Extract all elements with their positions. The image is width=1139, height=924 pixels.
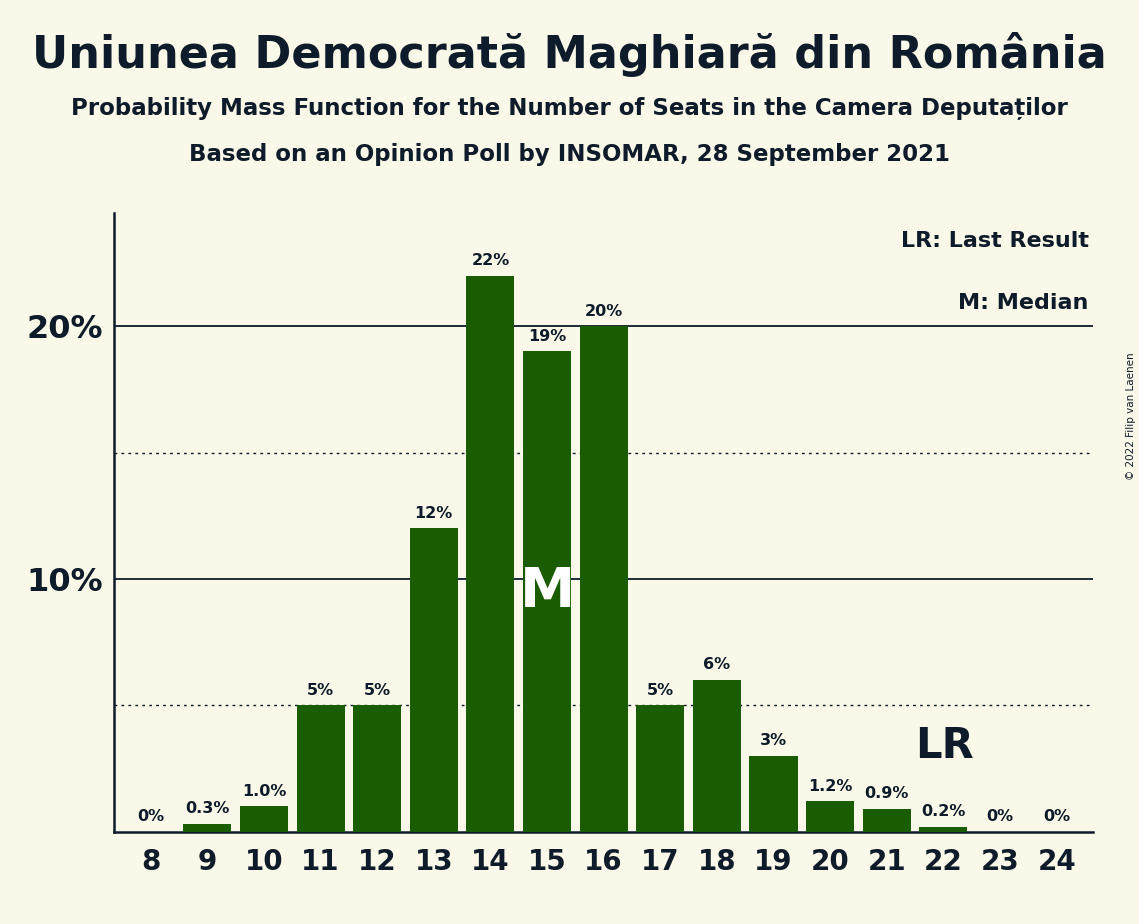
- Bar: [637, 705, 685, 832]
- Text: Uniunea Democrată Maghiară din România: Uniunea Democrată Maghiară din România: [32, 32, 1107, 78]
- Text: 0.3%: 0.3%: [186, 801, 230, 817]
- Text: 0%: 0%: [137, 809, 164, 824]
- Text: 5%: 5%: [647, 683, 674, 698]
- Text: 12%: 12%: [415, 505, 453, 521]
- Text: 22%: 22%: [472, 253, 509, 268]
- Text: 1.2%: 1.2%: [808, 779, 852, 794]
- Bar: [862, 808, 911, 832]
- Bar: [523, 351, 571, 832]
- Bar: [919, 827, 967, 832]
- Text: 0.9%: 0.9%: [865, 786, 909, 801]
- Text: 5%: 5%: [363, 683, 391, 698]
- Bar: [749, 756, 797, 832]
- Bar: [296, 705, 345, 832]
- Text: 5%: 5%: [308, 683, 334, 698]
- Text: 6%: 6%: [704, 657, 730, 673]
- Text: M: Median: M: Median: [958, 293, 1089, 313]
- Bar: [806, 801, 854, 832]
- Bar: [183, 824, 231, 832]
- Text: 3%: 3%: [760, 734, 787, 748]
- Text: 0%: 0%: [986, 809, 1014, 824]
- Bar: [580, 326, 628, 832]
- Text: © 2022 Filip van Laenen: © 2022 Filip van Laenen: [1126, 352, 1136, 480]
- Text: Probability Mass Function for the Number of Seats in the Camera Deputaților: Probability Mass Function for the Number…: [71, 97, 1068, 120]
- Text: 0.2%: 0.2%: [921, 804, 966, 819]
- Bar: [466, 275, 515, 832]
- Text: 0%: 0%: [1043, 809, 1071, 824]
- Text: 20%: 20%: [584, 304, 623, 319]
- Text: LR: LR: [915, 724, 974, 767]
- Text: 1.0%: 1.0%: [241, 784, 286, 798]
- Bar: [240, 807, 288, 832]
- Text: Based on an Opinion Poll by INSOMAR, 28 September 2021: Based on an Opinion Poll by INSOMAR, 28 …: [189, 143, 950, 166]
- Text: M: M: [519, 565, 575, 618]
- Bar: [353, 705, 401, 832]
- Text: LR: Last Result: LR: Last Result: [901, 231, 1089, 251]
- Text: 19%: 19%: [527, 329, 566, 344]
- Bar: [693, 680, 741, 832]
- Bar: [410, 529, 458, 832]
